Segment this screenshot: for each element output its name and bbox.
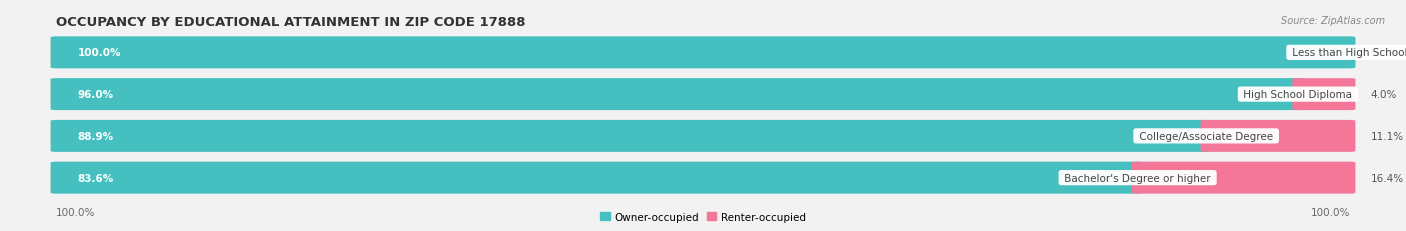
Text: 100.0%: 100.0% [56, 207, 96, 218]
FancyBboxPatch shape [1132, 162, 1355, 194]
Text: High School Diploma: High School Diploma [1240, 90, 1355, 100]
FancyBboxPatch shape [51, 120, 1355, 152]
Text: 100.0%: 100.0% [77, 48, 121, 58]
Text: 16.4%: 16.4% [1371, 173, 1405, 183]
Text: 11.1%: 11.1% [1371, 131, 1405, 141]
FancyBboxPatch shape [51, 79, 1355, 111]
FancyBboxPatch shape [1201, 120, 1355, 152]
FancyBboxPatch shape [51, 79, 1303, 111]
Text: 100.0%: 100.0% [1310, 207, 1350, 218]
Text: 83.6%: 83.6% [77, 173, 114, 183]
Text: OCCUPANCY BY EDUCATIONAL ATTAINMENT IN ZIP CODE 17888: OCCUPANCY BY EDUCATIONAL ATTAINMENT IN Z… [56, 16, 526, 29]
Legend: Owner-occupied, Renter-occupied: Owner-occupied, Renter-occupied [596, 208, 810, 226]
Text: 0.0%: 0.0% [1371, 48, 1398, 58]
FancyBboxPatch shape [51, 37, 1355, 69]
Text: Less than High School: Less than High School [1289, 48, 1406, 58]
Text: College/Associate Degree: College/Associate Degree [1136, 131, 1277, 141]
FancyBboxPatch shape [51, 162, 1355, 194]
Text: Source: ZipAtlas.com: Source: ZipAtlas.com [1281, 16, 1385, 26]
Text: 4.0%: 4.0% [1371, 90, 1398, 100]
Text: 96.0%: 96.0% [77, 90, 114, 100]
Text: Bachelor's Degree or higher: Bachelor's Degree or higher [1062, 173, 1213, 183]
FancyBboxPatch shape [51, 120, 1212, 152]
FancyBboxPatch shape [51, 37, 1355, 69]
Text: 88.9%: 88.9% [77, 131, 114, 141]
FancyBboxPatch shape [51, 162, 1143, 194]
FancyBboxPatch shape [1292, 79, 1355, 111]
